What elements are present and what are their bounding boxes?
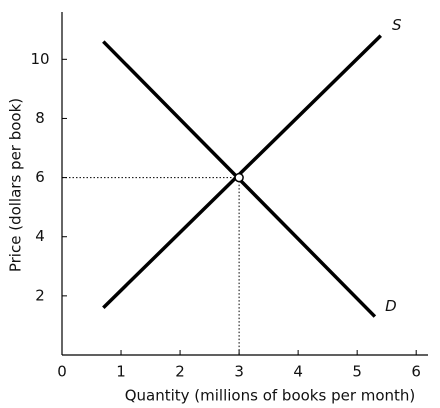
x-tick-label: 3 [234, 363, 244, 381]
y-tick-label: 6 [35, 168, 45, 186]
x-tick-label: 1 [116, 363, 126, 381]
y-axis-label: Price (dollars per book) [7, 98, 25, 272]
x-tick-label: 2 [175, 363, 185, 381]
x-axis-label: Quantity (millions of books per month) [125, 387, 416, 405]
x-tick-label: 6 [411, 363, 421, 381]
y-tick-label: 8 [35, 109, 45, 127]
x-tick-label: 5 [352, 363, 362, 381]
y-tick-label: 2 [35, 286, 45, 304]
curve-label: D [385, 297, 397, 315]
y-tick-label: 10 [30, 50, 49, 68]
curve-label: S [392, 16, 402, 34]
curve [102, 34, 382, 309]
x-tick-label: 4 [293, 363, 303, 381]
x-tick-label: 0 [57, 363, 67, 381]
y-tick-label: 4 [35, 227, 45, 245]
equilibrium-point [234, 172, 244, 183]
